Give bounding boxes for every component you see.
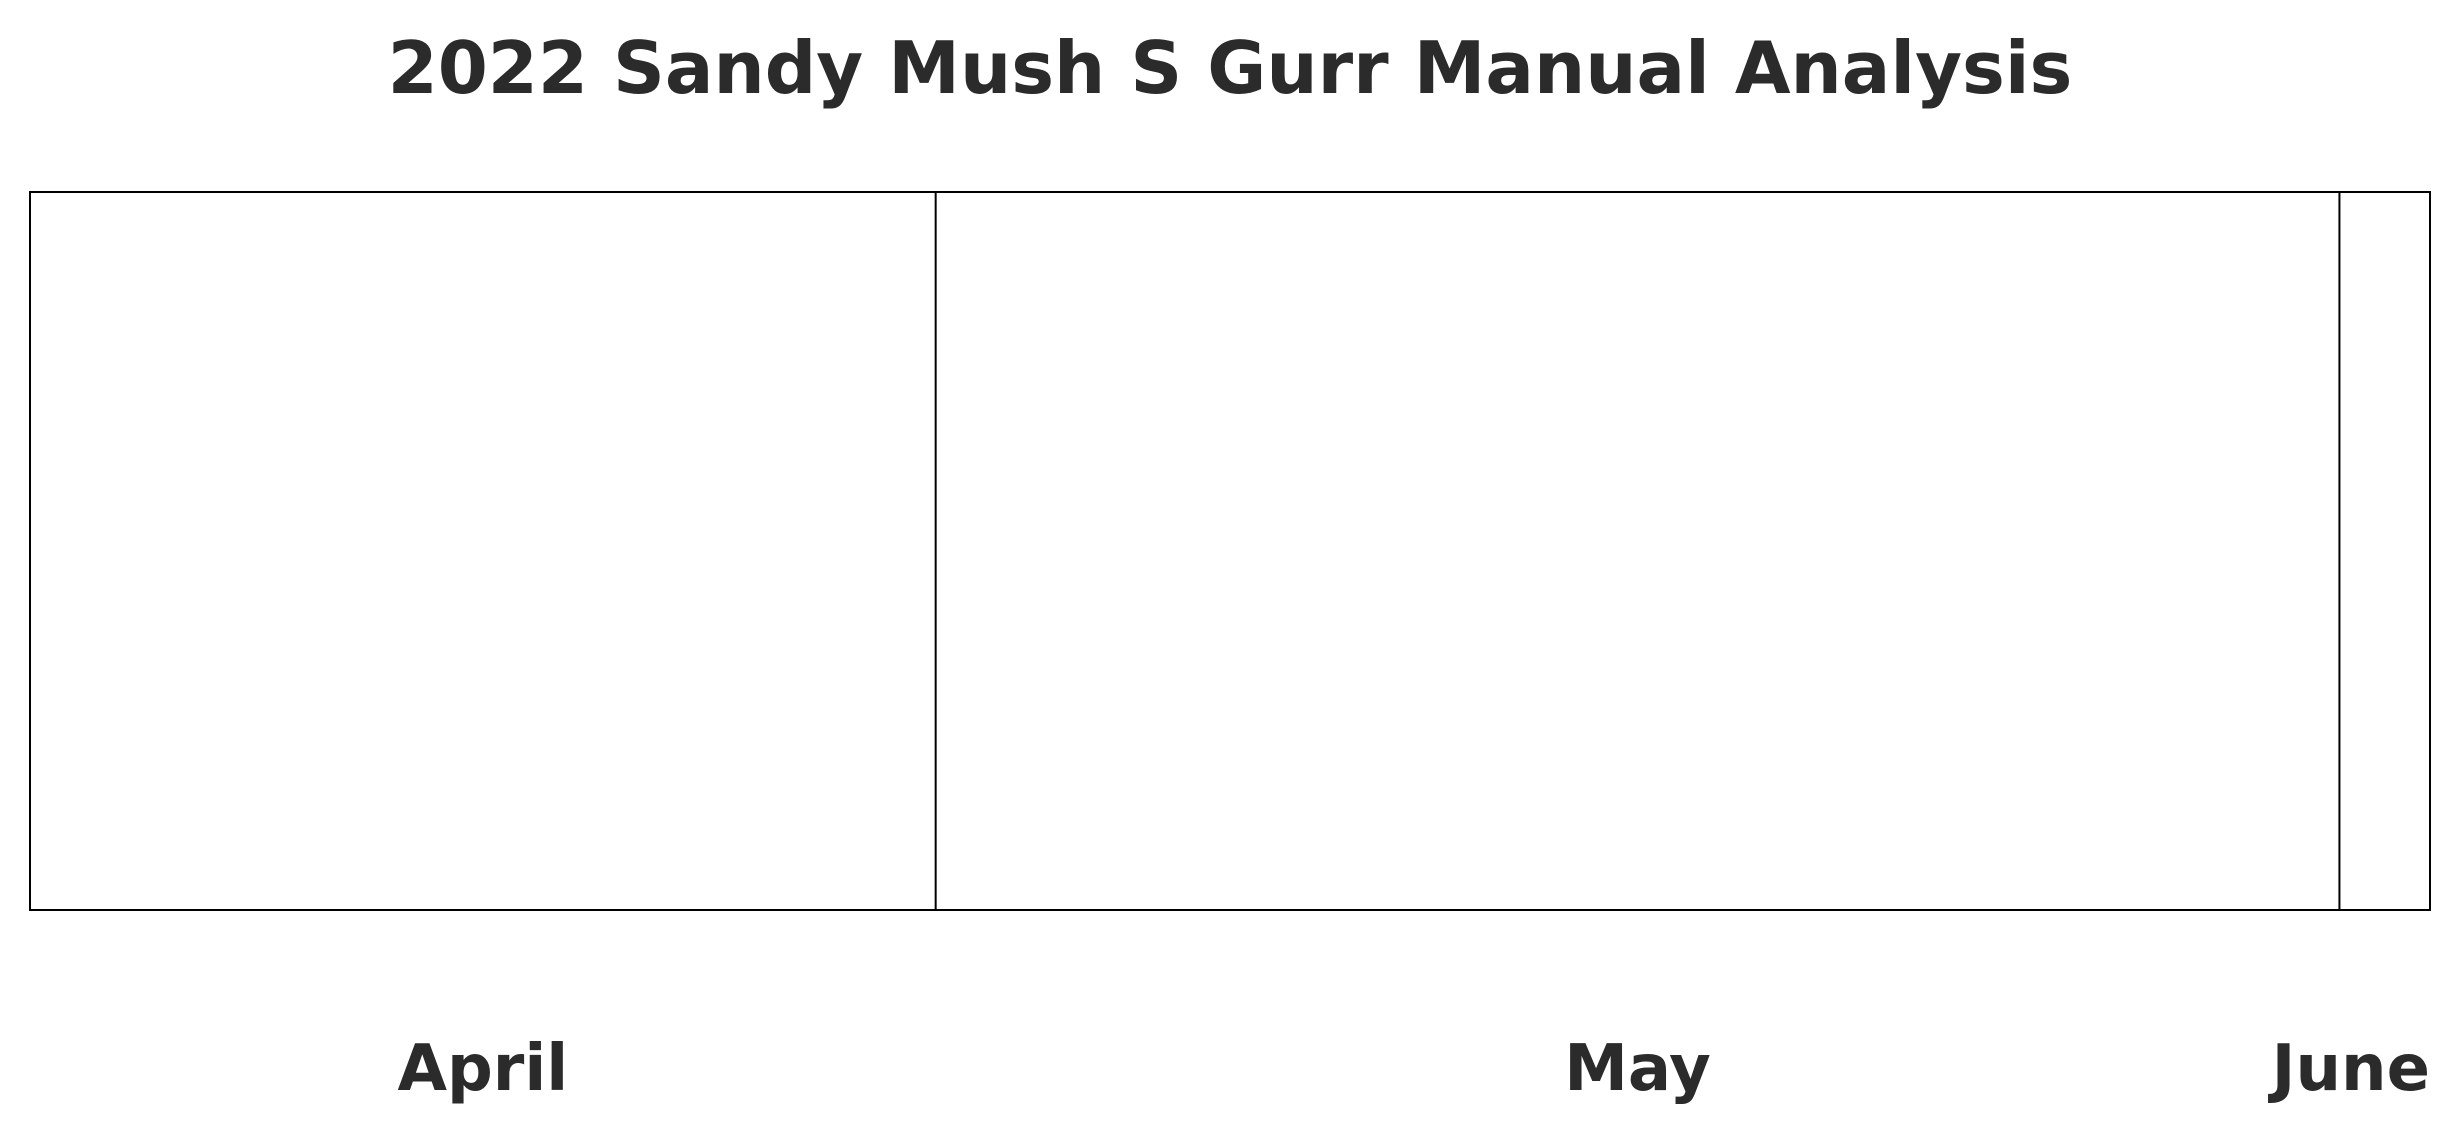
month-dividers [934, 192, 2341, 910]
chart-title: 2022 Sandy Mush S Gurr Manual Analysis [387, 26, 2073, 110]
month-label-june: June [2268, 1032, 2430, 1106]
month-label-april: April [397, 1032, 568, 1106]
month-label-may: May [1564, 1032, 1711, 1106]
plot-frame [29, 191, 2431, 911]
month-labels: April May June [397, 1032, 2430, 1106]
